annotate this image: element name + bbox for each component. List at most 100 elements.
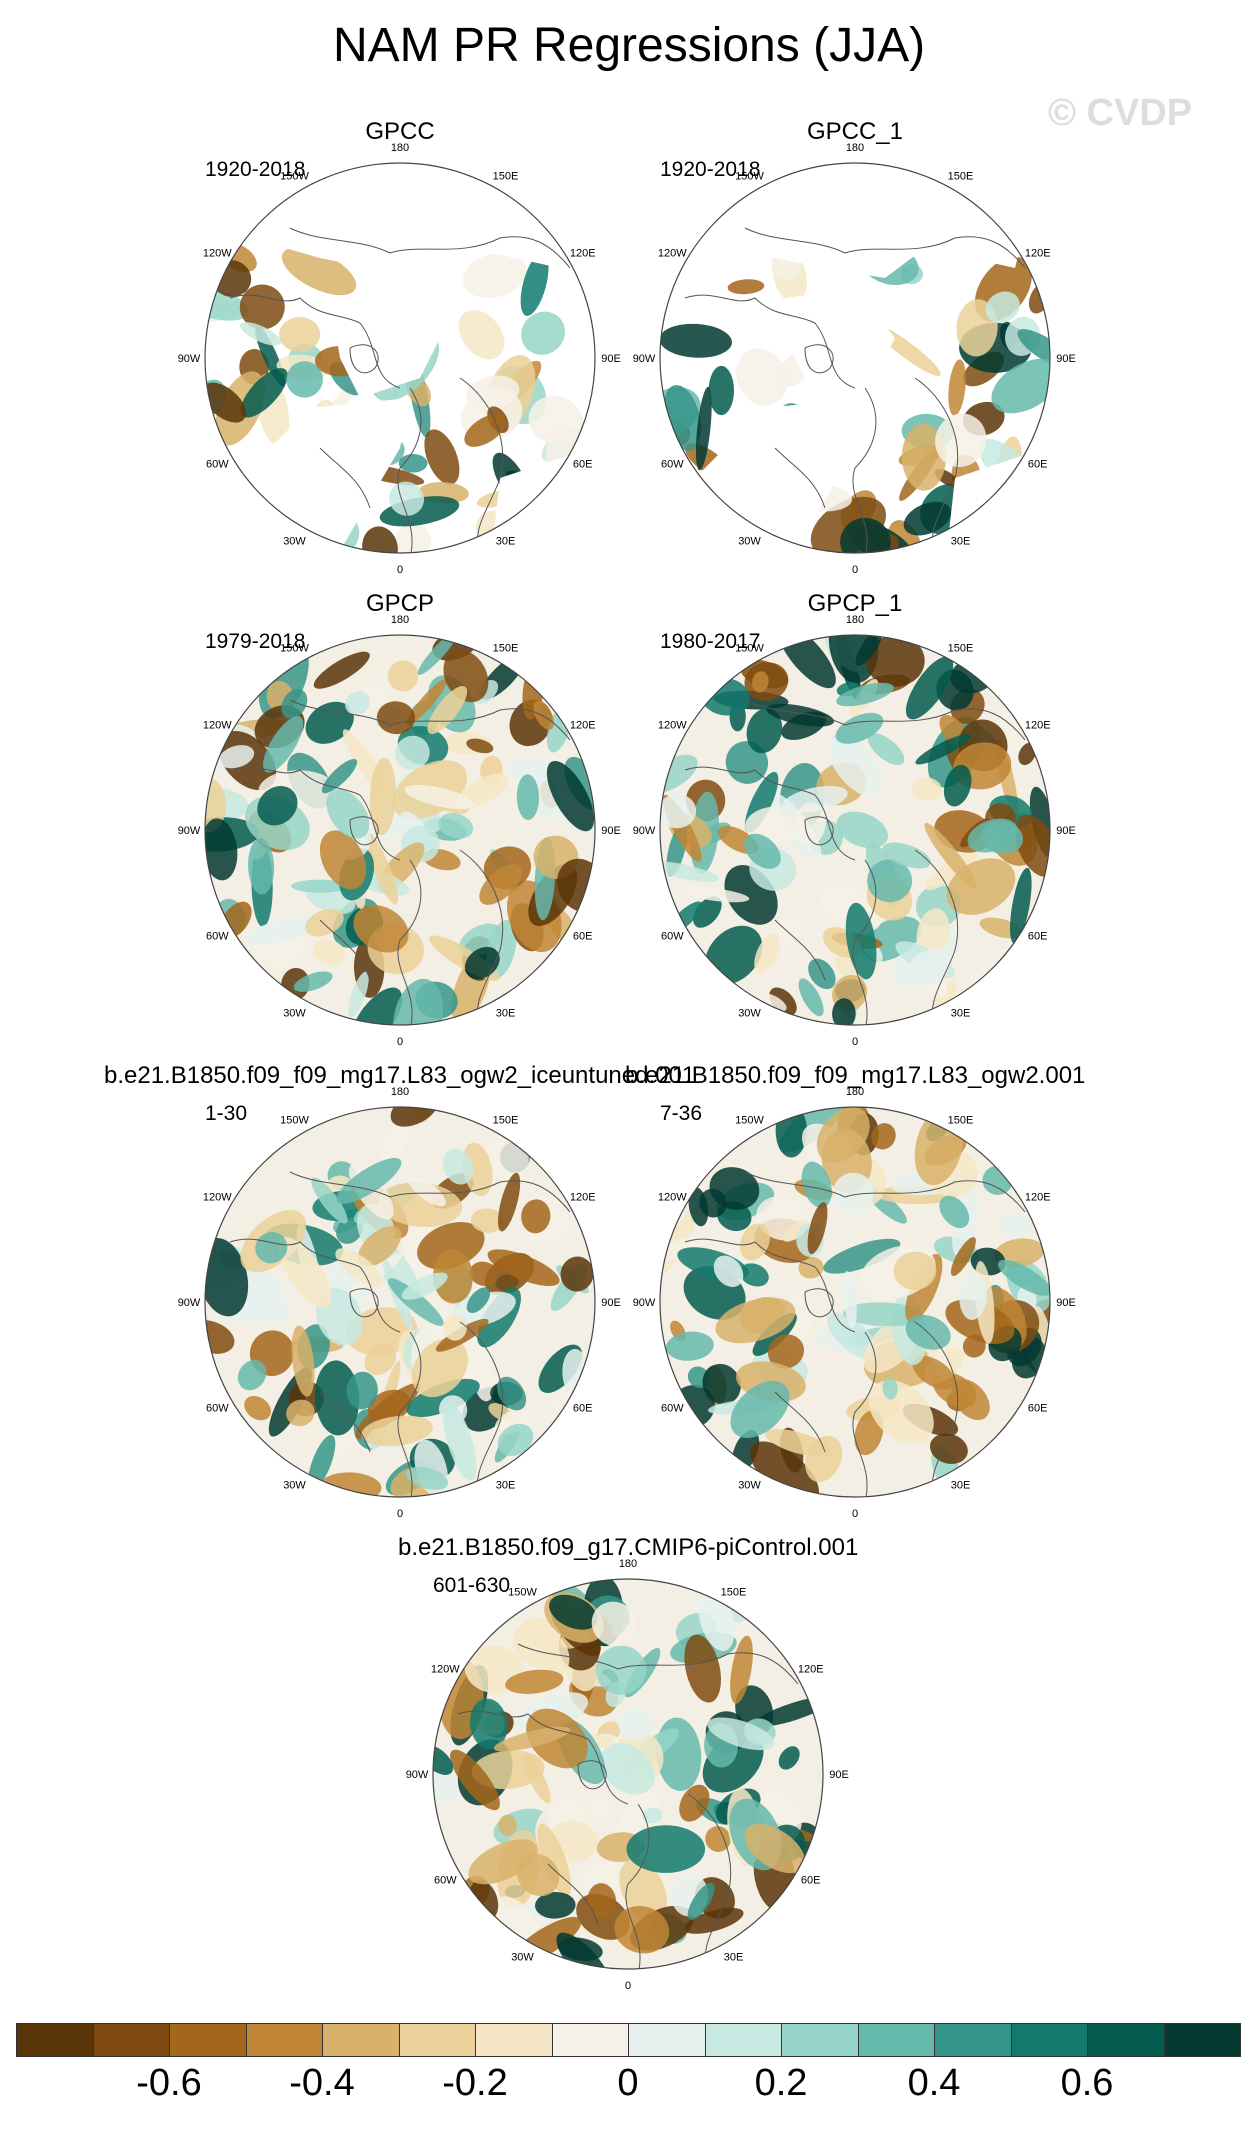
precip-anomaly-patch [687, 1882, 715, 1920]
precip-anomaly-patch [840, 517, 891, 553]
longitude-label: 150W [280, 1114, 309, 1126]
colorbar-swatch [934, 2023, 1012, 2057]
precip-anomaly-patch [257, 785, 298, 826]
precip-anomaly-patch [660, 861, 720, 882]
coastline [319, 1391, 371, 1453]
longitude-label: 120E [1025, 720, 1051, 732]
coastline [349, 344, 379, 374]
precip-anomaly-patch [835, 712, 884, 744]
longitude-label: 0 [852, 1036, 858, 1048]
precip-anomaly-patch [546, 760, 595, 832]
coastline [744, 699, 1026, 741]
precip-anomaly-patch [516, 774, 540, 821]
precip-anomaly-patch [244, 1395, 271, 1421]
precip-anomaly-patch [466, 1287, 491, 1314]
precip-anomaly-patch [305, 908, 344, 937]
coastline [914, 1321, 959, 1497]
precip-anomaly-patch [935, 413, 987, 468]
longitude-label: 0 [397, 1036, 403, 1048]
precip-anomaly-patch [387, 660, 419, 692]
precip-anomaly-patch [345, 691, 370, 715]
precip-anomaly-patch [205, 382, 246, 423]
coastline [744, 1171, 1026, 1213]
coastline [319, 919, 371, 981]
precip-anomaly-patch [828, 635, 879, 684]
coastline [289, 227, 571, 269]
precip-anomaly-patch [468, 1839, 538, 1885]
coastline [852, 1331, 877, 1497]
colorbar-tick-label: -0.4 [289, 2062, 355, 2104]
longitude-label: 0 [397, 1508, 403, 1520]
precip-anomaly-patch [660, 754, 698, 794]
colorbar-tick-label: -0.6 [136, 2062, 202, 2104]
longitude-label: 120E [1025, 248, 1051, 260]
map-panel-ogw2-iceuntuned: b.e21.B1850.f09_f09_mg17.L83_ogw2_iceunt… [104, 1062, 695, 1520]
precip-anomaly-patch [470, 1208, 504, 1233]
precip-anomaly-patch [600, 1743, 655, 1795]
precip-anomaly-patch [404, 784, 474, 810]
longitude-label: 60W [206, 459, 229, 471]
colorbar-swatch [245, 2023, 323, 2057]
coastline [744, 227, 1026, 269]
longitude-label: 90E [1056, 825, 1076, 837]
longitude-label: 90W [178, 825, 201, 837]
longitude-label: 120E [570, 720, 596, 732]
precip-anomaly-patch [351, 987, 403, 1025]
map-boundary [204, 1106, 596, 1498]
precip-anomaly-patch [699, 1188, 727, 1218]
longitude-label: 60W [434, 1875, 457, 1887]
precip-anomaly-patch [933, 981, 957, 1011]
panel-years: 1-30 [205, 1102, 248, 1125]
precip-anomaly-patch [438, 813, 474, 839]
longitude-label: 90W [178, 353, 201, 365]
longitude-label: 0 [852, 1508, 858, 1520]
longitude-label: 30E [496, 1480, 516, 1492]
precip-anomaly-patch [754, 933, 780, 973]
map-boundary [432, 1578, 824, 1970]
map-panel-ogw2: b.e21.B1850.f09_f09_mg17.L83_ogw2.001 7-… [625, 1062, 1086, 1520]
longitude-label: 150W [735, 642, 764, 654]
precip-anomaly-patch [279, 316, 321, 352]
precip-anomaly-patch [782, 785, 848, 814]
longitude-label: 60E [1028, 1403, 1048, 1415]
coastline [852, 859, 877, 1025]
longitude-label: 90W [633, 1297, 656, 1309]
longitude-label: 150E [493, 170, 519, 182]
precip-anomaly-patch [905, 949, 951, 988]
longitude-label: 60E [573, 1403, 593, 1415]
figure-title: NAM PR Regressions (JJA) [332, 19, 926, 72]
map-panel-gpcc: GPCC 1920-2018 180 150E 120E 90E 60E 30E 0 30W 6… [170, 118, 630, 576]
colorbar-swatch [475, 2023, 553, 2057]
precip-anomaly-patch [458, 310, 505, 360]
polar-map: 180 150E 120E 90E 60E 30E 0 30W 60W 90W 120W 150W [406, 1558, 849, 1992]
coastline [349, 816, 379, 846]
precip-anomaly-patch [321, 758, 358, 794]
colorbar-swatch [92, 2023, 170, 2057]
precip-anomaly-patch [520, 252, 549, 316]
precip-anomaly-patch [376, 701, 416, 735]
precip-anomaly-patch [364, 831, 399, 905]
precip-anomaly-patch [807, 1202, 828, 1255]
coastline [804, 1288, 834, 1318]
polar-map: 180 150E 120E 90E 60E 30E 0 30W 60W 90W 120W 150W [178, 142, 621, 576]
precip-anomaly-patch [335, 1248, 383, 1287]
map-panel-cmip6-picontrol: b.e21.B1850.f09_g17.CMIP6-piControl.001 … [398, 1534, 858, 1992]
longitude-label: 150W [508, 1586, 537, 1598]
coastline [229, 766, 401, 861]
precip-anomaly-patch [679, 1784, 710, 1822]
panel-title: b.e21.B1850.f09_f09_mg17.L83_ogw2.001 [625, 1062, 1086, 1089]
precip-anomaly-patch [752, 671, 769, 693]
precip-anomaly-patch [828, 735, 885, 797]
map-panel-gpcc-1: GPCC_1 1920-2018 180 150E 120E 90E 60E 30E 0 30… [625, 118, 1085, 576]
precip-anomaly-patch [816, 1107, 870, 1163]
longitude-label: 120W [658, 1192, 687, 1204]
precip-anomaly-patch [842, 1271, 857, 1328]
precip-anomaly-patch [390, 1107, 440, 1127]
precip-anomaly-patch [775, 1107, 808, 1158]
longitude-label: 180 [846, 142, 864, 154]
longitude-label: 180 [846, 1086, 864, 1098]
longitude-label: 30E [951, 1480, 971, 1492]
precip-anomaly-patch [708, 365, 734, 416]
polar-map: 180 150E 120E 90E 60E 30E 0 30W 60W 90W 120W 150W [633, 1086, 1076, 1520]
precip-anomaly-patch [836, 811, 889, 848]
